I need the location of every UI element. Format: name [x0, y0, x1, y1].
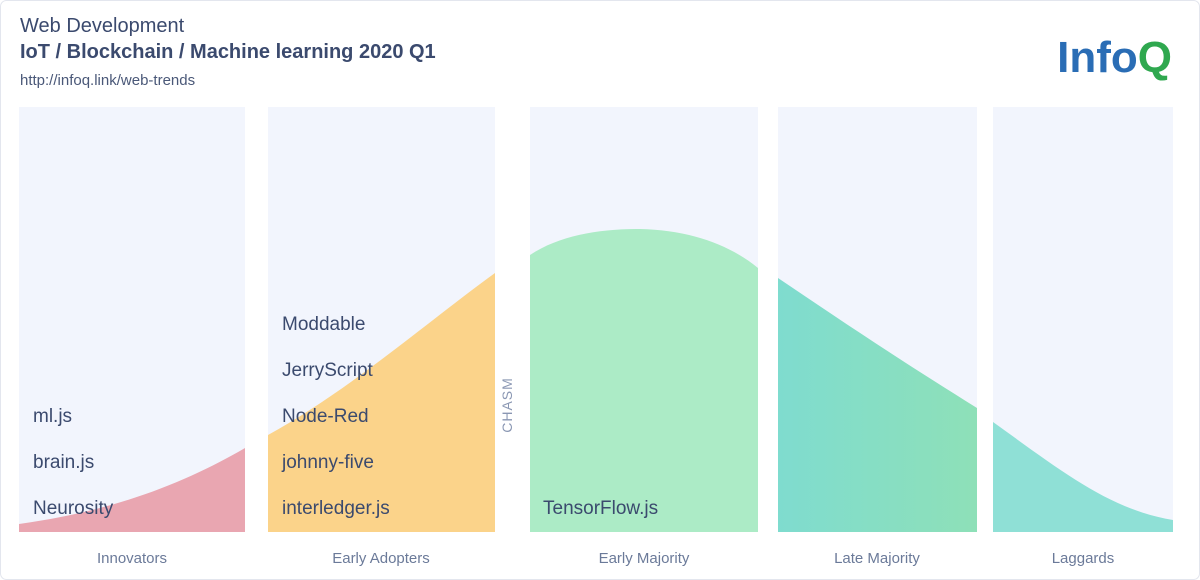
column-label: Late Majority — [834, 550, 920, 567]
subtitle: IoT / Blockchain / Machine learning 2020… — [20, 41, 436, 63]
logo-part: Info — [1057, 33, 1138, 82]
column-label: Innovators — [97, 550, 167, 567]
item: TensorFlow.js — [543, 498, 658, 519]
url: http://infoq.link/web-trends — [20, 72, 195, 89]
column-label: Laggards — [1052, 550, 1115, 567]
item: johnny-five — [281, 452, 374, 473]
title: Web Development — [20, 15, 185, 37]
logo: InfoQ — [1057, 33, 1172, 82]
item: Moddable — [282, 314, 365, 335]
curve — [19, 448, 245, 532]
column-label: Early Majority — [599, 550, 690, 567]
item: Node-Red — [282, 406, 369, 427]
curve — [530, 229, 758, 532]
panel — [19, 107, 245, 532]
curve — [778, 278, 977, 532]
item: ml.js — [33, 406, 72, 427]
column-label: Early Adopters — [332, 550, 430, 567]
item: interledger.js — [282, 498, 390, 519]
curve — [268, 273, 495, 532]
item: Neurosity — [33, 498, 114, 519]
logo-part: Q — [1138, 33, 1172, 82]
item: JerryScript — [282, 360, 374, 381]
curve — [993, 422, 1173, 532]
item: brain.js — [33, 452, 94, 473]
columns: Innovators ml.js brain.js Neurosity Early Ad… — [33, 314, 1114, 567]
chasm-label: CHASM — [499, 377, 515, 433]
